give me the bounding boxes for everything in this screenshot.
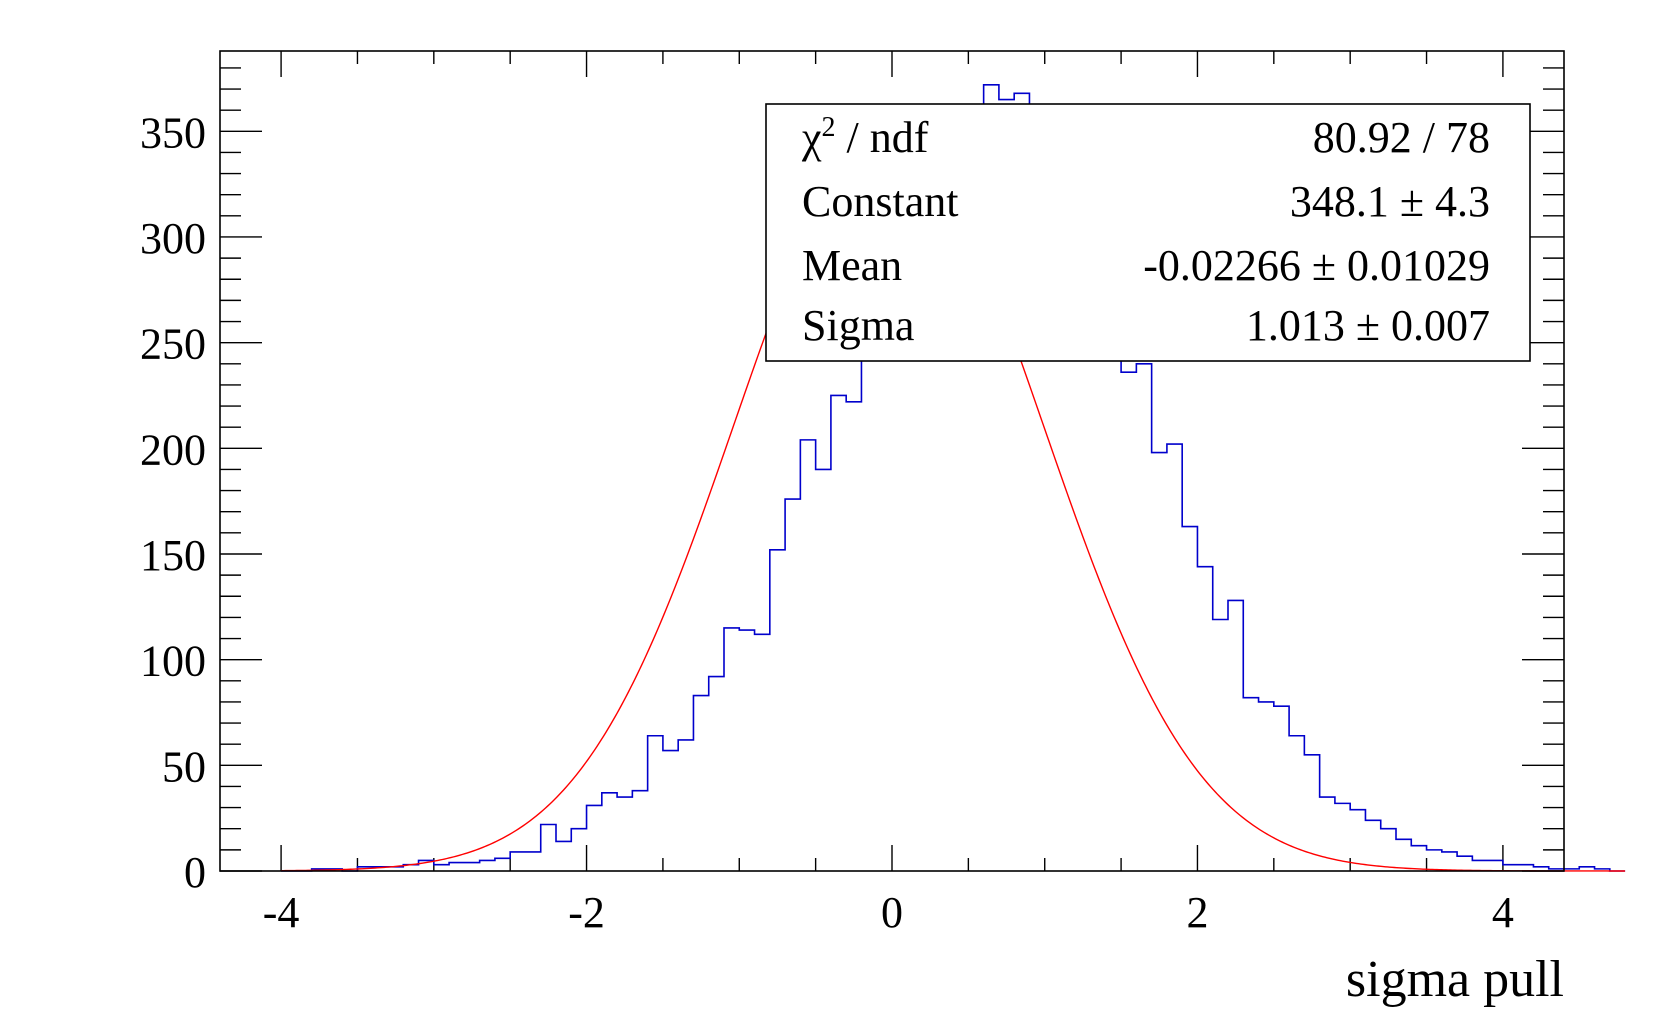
stats-constant-value: 348.1 ± 4.3 [1290, 177, 1490, 226]
y-tick-label: 250 [140, 320, 206, 369]
x-tick-label: 0 [881, 888, 903, 937]
chi-ndf-text: / ndf [836, 113, 929, 162]
x-tick-labels: -4 -2 0 2 4 [263, 888, 1514, 937]
fit-statistics-box: χ2 / ndf 80.92 / 78 Constant 348.1 ± 4.3… [765, 103, 1531, 362]
stats-chi2-label: χ2 / ndf [801, 112, 929, 162]
stats-chi2-value: 80.92 / 78 [1313, 113, 1490, 162]
stats-box-frame [765, 103, 1531, 362]
chi-symbol: χ [801, 113, 822, 162]
stats-sigma-label: Sigma [802, 301, 914, 350]
x-tick-label: -4 [263, 888, 300, 937]
x-tick-label: 2 [1186, 888, 1208, 937]
y-tick-label: 300 [140, 214, 206, 263]
stats-constant-label: Constant [802, 177, 958, 226]
chi-superscript: 2 [822, 112, 836, 143]
stats-mean-label: Mean [802, 241, 902, 290]
stats-sigma-value: 1.013 ± 0.007 [1246, 301, 1490, 350]
y-tick-label: 0 [184, 848, 206, 897]
x-tick-label: 4 [1492, 888, 1514, 937]
plot-frame [219, 50, 1565, 872]
x-tick-label: -2 [568, 888, 605, 937]
y-tick-label: 150 [140, 531, 206, 580]
x-axis-title: sigma pull [1346, 951, 1564, 1008]
y-tick-label: 350 [140, 108, 206, 157]
y-tick-labels: 0 50 100 150 200 250 300 350 [140, 108, 206, 897]
stats-mean-value: -0.02266 ± 0.01029 [1143, 241, 1490, 290]
y-tick-label: 100 [140, 637, 206, 686]
y-tick-label: 200 [140, 425, 206, 474]
y-tick-label: 50 [162, 742, 206, 791]
